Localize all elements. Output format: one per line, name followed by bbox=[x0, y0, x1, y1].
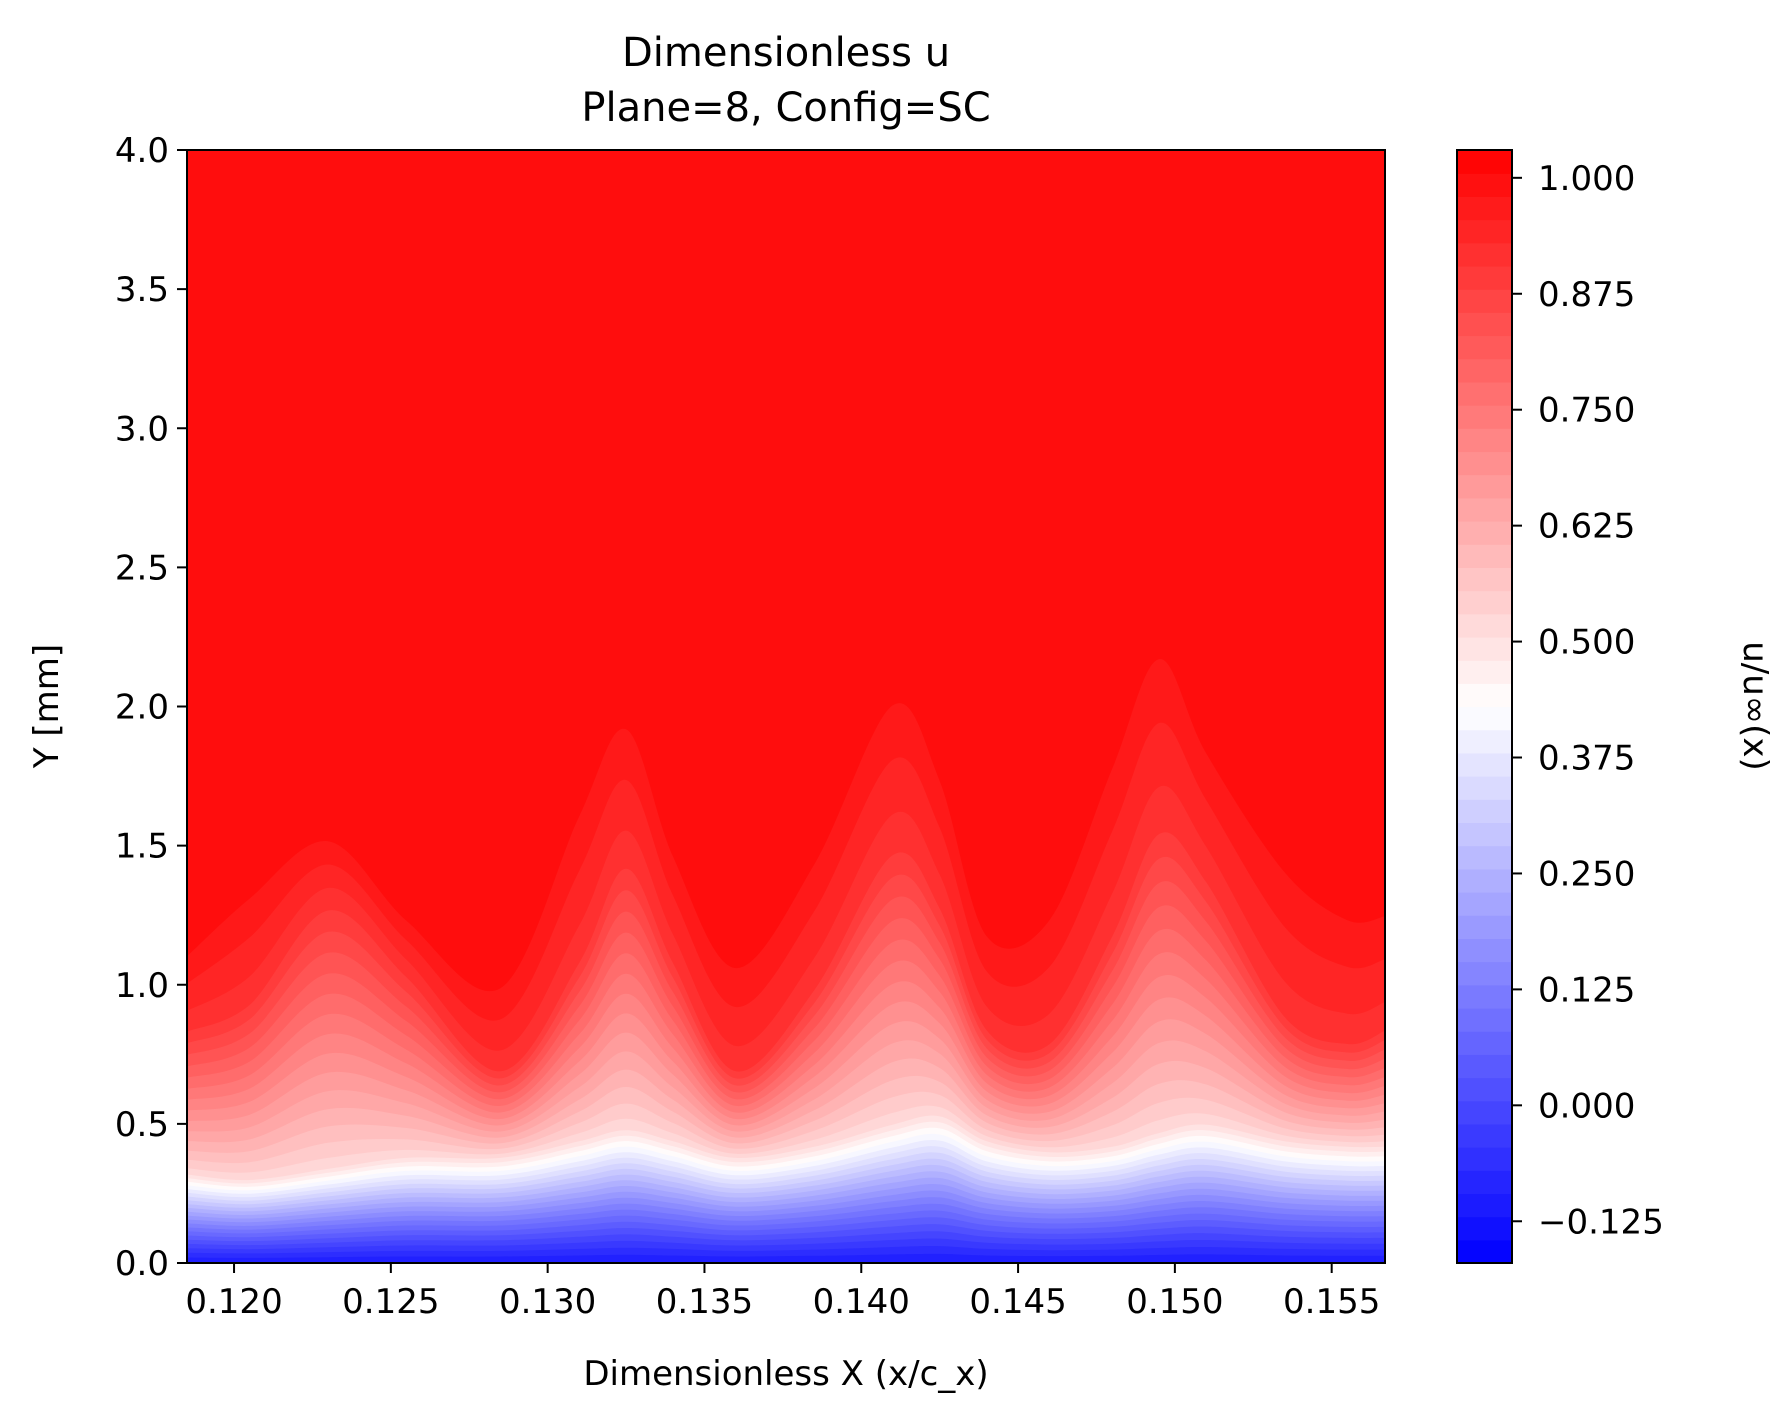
x-tick-label: 0.120 bbox=[185, 1282, 282, 1322]
colorbar-level bbox=[1457, 1031, 1512, 1055]
colorbar-ticks: 1.000 0.875 0.750 0.625 0.500 0.375 0.250 0.125… bbox=[1512, 159, 1664, 1242]
colorbar-level bbox=[1457, 799, 1512, 824]
y-tick-label: 0.0 bbox=[115, 1244, 169, 1284]
colorbar-frame bbox=[1456, 149, 1513, 1264]
colorbar-level bbox=[1457, 636, 1512, 661]
chart-subtitle: Plane=8, Config=SC bbox=[581, 85, 990, 131]
colorbar-level bbox=[1457, 150, 1512, 174]
colorbar-level bbox=[1457, 868, 1512, 893]
colorbar-level bbox=[1457, 1147, 1512, 1171]
colorbar-level bbox=[1457, 1077, 1512, 1102]
colorbar-level bbox=[1457, 845, 1512, 870]
colorbar-tick-label: 0.250 bbox=[1538, 854, 1635, 894]
colorbar-level bbox=[1457, 1239, 1512, 1264]
colorbar-tick-label: 0.375 bbox=[1538, 739, 1635, 779]
colorbar-level bbox=[1457, 381, 1512, 406]
colorbar-level bbox=[1457, 521, 1512, 545]
colorbar-level bbox=[1457, 1007, 1512, 1032]
colorbar-level bbox=[1457, 1054, 1512, 1079]
colorbar-level bbox=[1457, 613, 1512, 638]
colorbar-level bbox=[1457, 984, 1512, 1009]
colorbar-level bbox=[1457, 590, 1512, 615]
colorbar-level bbox=[1457, 173, 1512, 197]
x-axis-label: Dimensionless X (x/c_x) bbox=[583, 1354, 988, 1394]
colorbar-level bbox=[1457, 1170, 1512, 1195]
x-tick-label: 0.155 bbox=[1283, 1282, 1380, 1322]
colorbar-level bbox=[1457, 335, 1512, 360]
colorbar-level bbox=[1457, 961, 1512, 986]
x-tick-label: 0.140 bbox=[813, 1282, 910, 1322]
y-axis-label: Y [mm] bbox=[27, 644, 67, 769]
colorbar-level bbox=[1457, 567, 1512, 592]
colorbar-tick-label: 0.125 bbox=[1538, 970, 1635, 1010]
colorbar-tick-label: 0.750 bbox=[1538, 391, 1635, 431]
y-axis: 0.0 0.5 1.0 1.5 2.0 2.5 3.0 3.5 4.0 bbox=[115, 131, 187, 1284]
colorbar-level bbox=[1457, 706, 1512, 731]
colorbar-level bbox=[1457, 474, 1512, 499]
colorbar-level bbox=[1457, 265, 1512, 290]
colorbar-level bbox=[1457, 544, 1512, 568]
colorbar-level bbox=[1457, 752, 1512, 777]
colorbar-level bbox=[1457, 451, 1512, 476]
colorbar-tick-label: 0.000 bbox=[1538, 1086, 1635, 1126]
x-tick-label: 0.150 bbox=[1126, 1282, 1223, 1322]
y-tick-label: 3.5 bbox=[115, 270, 169, 310]
velocity-field bbox=[187, 150, 1385, 1263]
y-tick-label: 0.5 bbox=[115, 1105, 169, 1145]
colorbar-level bbox=[1457, 729, 1512, 754]
colorbar-level bbox=[1457, 1100, 1512, 1125]
colorbar-label: u/u∞(x) bbox=[1735, 641, 1775, 771]
y-tick-label: 1.5 bbox=[115, 827, 169, 867]
y-tick-label: 4.0 bbox=[115, 131, 169, 171]
y-tick-label: 2.5 bbox=[115, 548, 169, 588]
colorbar-level bbox=[1457, 289, 1512, 313]
colorbar-tick-label: 0.875 bbox=[1538, 275, 1635, 315]
x-tick-label: 0.135 bbox=[656, 1282, 753, 1322]
colorbar-level bbox=[1457, 1193, 1512, 1218]
heatmap-plot-area bbox=[186, 149, 1386, 1264]
colorbar-level bbox=[1457, 196, 1512, 221]
x-tick-label: 0.145 bbox=[969, 1282, 1066, 1322]
colorbar-level bbox=[1457, 405, 1512, 429]
colorbar-level bbox=[1457, 660, 1512, 684]
contour-band bbox=[187, 1253, 1385, 1263]
colorbar-level bbox=[1457, 219, 1512, 244]
colorbar-level bbox=[1457, 938, 1512, 963]
colorbar-level bbox=[1457, 312, 1512, 337]
colorbar-level bbox=[1457, 1123, 1512, 1148]
chart-title: Dimensionless u bbox=[622, 30, 950, 76]
colorbar-tick-label: −0.125 bbox=[1538, 1202, 1664, 1242]
colorbar-level bbox=[1457, 683, 1512, 708]
colorbar-level bbox=[1457, 915, 1512, 939]
colorbar-level bbox=[1457, 776, 1512, 800]
colorbar-level bbox=[1457, 892, 1512, 916]
y-tick-label: 2.0 bbox=[115, 688, 169, 728]
colorbar-level bbox=[1457, 497, 1512, 522]
colorbar-level bbox=[1457, 822, 1512, 847]
x-axis: 0.120 0.125 0.130 0.135 0.140 0.145 0.150 0.155 bbox=[185, 1263, 1380, 1322]
colorbar-level bbox=[1457, 1216, 1512, 1241]
x-tick-label: 0.130 bbox=[499, 1282, 596, 1322]
colorbar-tick-label: 0.500 bbox=[1538, 623, 1635, 663]
x-tick-label: 0.125 bbox=[342, 1282, 439, 1322]
colorbar-level bbox=[1457, 428, 1512, 453]
y-tick-label: 3.0 bbox=[115, 409, 169, 449]
y-tick-label: 1.0 bbox=[115, 966, 169, 1006]
colorbar-gradient bbox=[1457, 150, 1512, 1264]
colorbar-tick-label: 1.000 bbox=[1538, 159, 1635, 199]
colorbar-level bbox=[1457, 358, 1512, 383]
colorbar-level bbox=[1457, 242, 1512, 267]
colorbar-tick-label: 0.625 bbox=[1538, 507, 1635, 547]
colorbar: 1.000 0.875 0.750 0.625 0.500 0.375 0.250 0.125… bbox=[1456, 149, 1775, 1264]
